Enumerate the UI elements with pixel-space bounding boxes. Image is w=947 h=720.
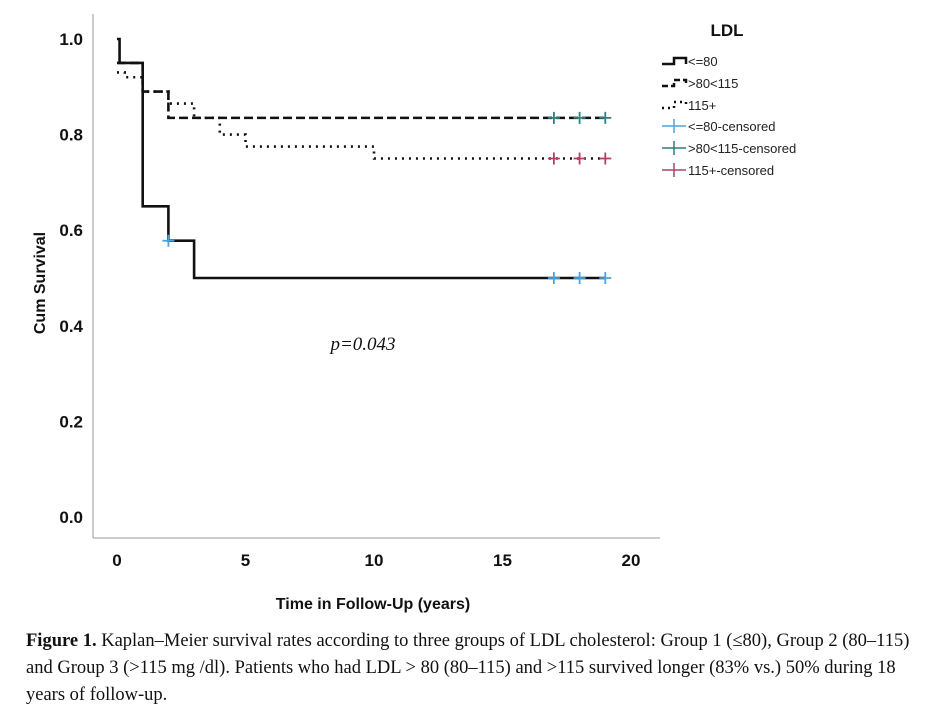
figure-caption: Figure 1. Kaplan–Meier survival rates ac… [26, 628, 931, 709]
legend-item-115plus-censored: 115+-censored [662, 163, 774, 178]
series-layer [117, 37, 606, 280]
legend-item-115plus: 115+ [662, 98, 716, 113]
p-value-annotation: p=0.043 [328, 334, 395, 355]
censor-mark [599, 152, 612, 165]
censor-mark [599, 272, 612, 284]
censor-mark [547, 111, 560, 124]
legend-item-le80: <=80 [662, 54, 718, 69]
legend: LDL <=80 >80<115 115+ <=80-censored >80<… [662, 21, 796, 178]
x-tick-label: 5 [241, 551, 250, 570]
legend-item-80-115-censored: >80<115-censored [662, 141, 796, 156]
y-axis-label: Cum Survival [32, 232, 49, 334]
y-tick-labels: 0.0 0.2 0.4 0.6 0.8 1.0 [59, 30, 83, 527]
legend-label: 115+-censored [688, 163, 774, 178]
censor-mark [162, 234, 175, 247]
x-tick-label: 15 [493, 551, 512, 570]
legend-label: >80<115 [688, 76, 738, 91]
censor-mark [599, 111, 612, 124]
censor-mark [547, 152, 560, 165]
legend-swatch-censor [662, 141, 686, 155]
y-tick-label: 0.8 [59, 126, 83, 145]
legend-item-80-115: >80<115 [662, 76, 738, 91]
y-tick-label: 0.4 [59, 317, 83, 336]
legend-label: <=80 [688, 54, 718, 69]
legend-label: >80<115-censored [688, 141, 796, 156]
legend-swatch-dashed [662, 78, 688, 88]
series-line-solid [117, 37, 606, 280]
legend-swatch-censor [662, 163, 686, 177]
series-line-dotted [117, 71, 606, 160]
censor-mark [573, 272, 586, 284]
x-tick-label: 20 [622, 551, 641, 570]
y-tick-label: 0.0 [59, 508, 83, 527]
x-axis-label: Time in Follow-Up (years) [276, 596, 470, 613]
legend-swatch-censor [662, 119, 686, 133]
y-tick-label: 0.2 [59, 412, 83, 431]
km-chart: 0.0 0.2 0.4 0.6 0.8 1.0 0 5 10 15 20 Cum Survival… [32, 14, 796, 613]
censor-layer [162, 111, 612, 284]
y-tick-label: 1.0 [59, 30, 83, 49]
legend-item-le80-censored: <=80-censored [662, 119, 775, 134]
y-tick-label: 0.6 [59, 221, 83, 240]
legend-label: 115+ [688, 98, 716, 113]
series-line-dashed [117, 61, 606, 120]
x-tick-label: 10 [365, 551, 384, 570]
x-tick-label: 0 [112, 551, 121, 570]
figure-label: Figure 1. [26, 631, 97, 651]
censor-mark [573, 152, 586, 165]
x-tick-labels: 0 5 10 15 20 [112, 551, 640, 570]
figure-caption-text: Kaplan–Meier survival rates according to… [26, 631, 910, 705]
legend-swatch-dotted [662, 100, 688, 110]
legend-label: <=80-censored [688, 119, 775, 134]
censor-mark [573, 111, 586, 124]
censor-mark [547, 272, 560, 284]
legend-swatch-solid [662, 56, 688, 66]
legend-title: LDL [710, 21, 743, 40]
